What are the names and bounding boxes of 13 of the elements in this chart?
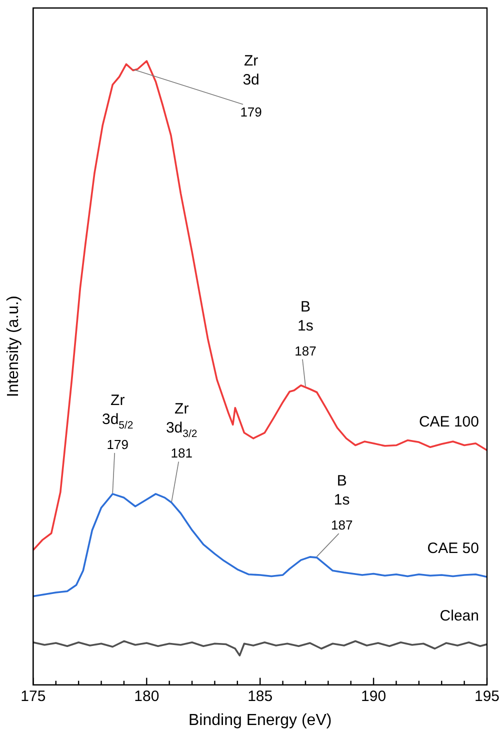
x-tick-label: 175 xyxy=(20,688,46,705)
x-tick-label: 195 xyxy=(474,688,500,705)
series-label: Clean xyxy=(440,607,479,624)
annotation: Zr 3d 179 xyxy=(240,52,262,120)
x-axis-title: Binding Energy (eV) xyxy=(188,712,332,729)
x-tick-label: 180 xyxy=(134,688,160,705)
annotation: B 1s 187 xyxy=(330,472,353,533)
annotation: B 1s 187 xyxy=(294,298,316,358)
series-label: CAE 50 xyxy=(427,540,479,557)
y-axis-title: Intensity (a.u.) xyxy=(5,296,22,398)
series-label: CAE 100 xyxy=(418,413,479,430)
x-tick-label: 185 xyxy=(248,688,273,705)
x-tick-label: 190 xyxy=(361,688,386,705)
